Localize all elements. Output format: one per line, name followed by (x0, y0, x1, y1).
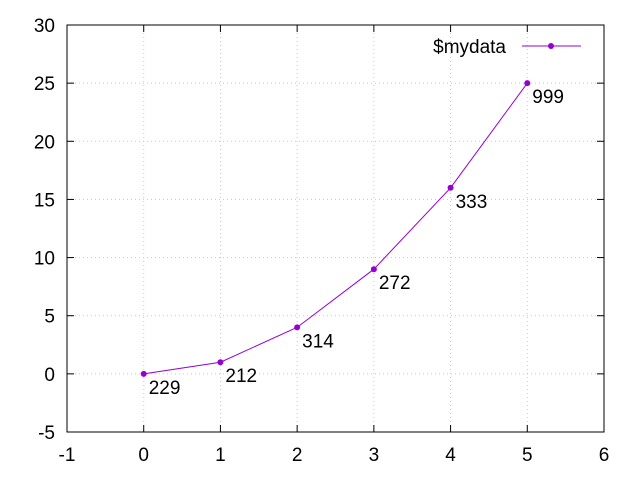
y-tick-label: -5 (38, 423, 55, 444)
x-tick-label: 3 (369, 445, 380, 466)
legend-marker (548, 43, 554, 49)
x-tick-label: 5 (522, 445, 533, 466)
x-tick-label: 1 (215, 445, 226, 466)
series-line (143, 82, 528, 375)
series-mydata: 229 212 314 272 333 999 (140, 80, 564, 399)
data-point (294, 324, 301, 331)
y-tick-label: 25 (34, 74, 55, 95)
data-label: 333 (456, 192, 488, 213)
data-label: 229 (149, 378, 181, 399)
legend-label: $mydata (433, 37, 506, 58)
y-tick-label: 15 (34, 190, 55, 211)
y-tick-label: 5 (44, 307, 55, 328)
data-point (370, 266, 377, 273)
data-point (217, 359, 224, 366)
y-tick-label: 0 (44, 365, 55, 386)
data-label: 212 (225, 366, 257, 387)
legend: $mydata (433, 37, 581, 58)
grid-lines (67, 25, 604, 432)
x-tick-label: 4 (445, 445, 456, 466)
data-point (140, 370, 147, 377)
axis-ticks: -1 0 1 2 3 4 5 6 -5 0 5 10 15 20 25 30 (34, 16, 609, 466)
data-label: 999 (532, 87, 564, 108)
data-label: 272 (379, 273, 411, 294)
y-tick-label: 30 (34, 16, 55, 37)
x-tick-label: 6 (599, 445, 610, 466)
x-tick-label: 2 (292, 445, 303, 466)
y-tick-label: 20 (34, 132, 55, 153)
x-tick-label: -1 (59, 445, 76, 466)
data-point (447, 184, 454, 191)
data-label: 314 (302, 331, 334, 352)
plot-border (66, 24, 605, 433)
y-tick-label: 10 (34, 249, 55, 270)
data-point (524, 80, 531, 87)
x-tick-label: 0 (138, 445, 149, 466)
